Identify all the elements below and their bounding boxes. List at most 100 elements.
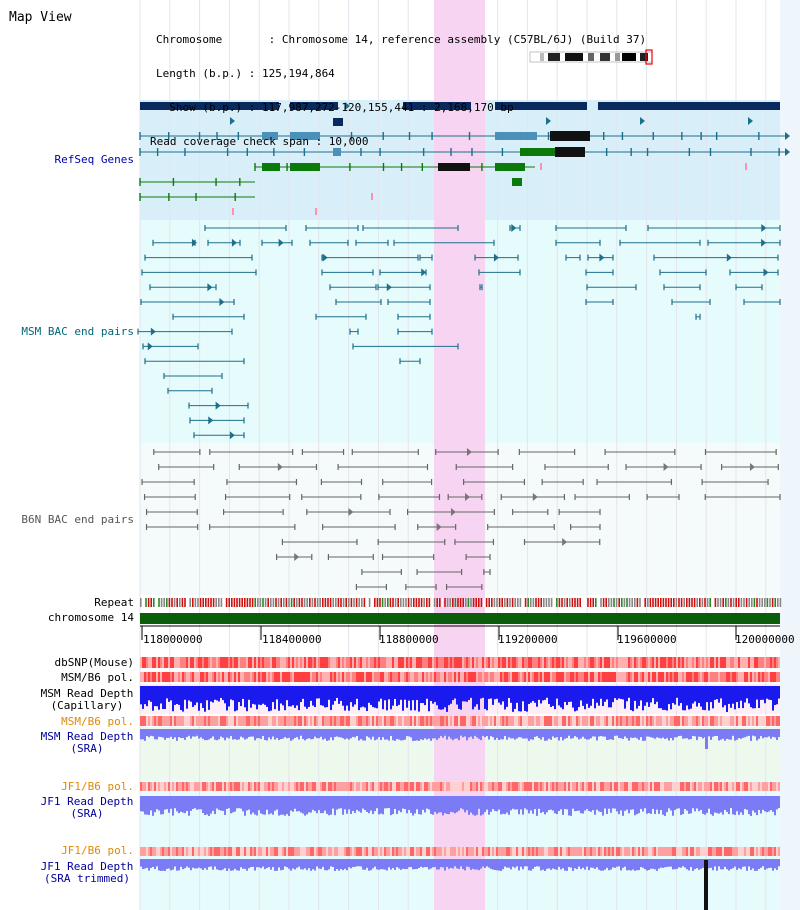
msm-pol2-cell: [144, 716, 146, 726]
msm-capillary-depth: [662, 686, 664, 710]
repeat-mark: [371, 598, 373, 607]
msm-sra-depth: [714, 729, 716, 736]
jf1-pol2-cell: [590, 847, 592, 856]
msm-pol-cell: [604, 672, 606, 682]
jf1-pol-cell: [712, 782, 714, 791]
repeat-mark: [511, 598, 514, 607]
jf1-sra-depth: [510, 796, 512, 811]
msm-capillary-depth: [580, 686, 582, 701]
jf1-pol2-cell: [634, 847, 636, 856]
dbsnp-cell: [394, 657, 396, 668]
dbsnp-cell: [334, 657, 336, 668]
msm-sra-depth: [356, 729, 358, 737]
jf1-pol2-cell: [490, 847, 492, 856]
msm-pol-cell: [268, 672, 270, 682]
msm-capillary-depth: [206, 686, 208, 701]
jf1-sra-depth: [682, 796, 684, 815]
msm-capillary-depth: [754, 686, 756, 709]
jf1-sra-depth: [694, 796, 696, 812]
msm-sra-depth: [522, 729, 524, 739]
refseq-genes-label[interactable]: RefSeq Genes: [54, 153, 134, 166]
dbsnp-cell: [180, 657, 182, 668]
repeat-mark: [621, 598, 623, 607]
b6n-bac-label[interactable]: B6N BAC end pairs: [21, 513, 134, 526]
repeat-mark: [311, 598, 314, 607]
msm-sra-depth: [666, 729, 668, 739]
dbsnp-cell: [428, 657, 430, 668]
repeat-mark: [540, 598, 542, 607]
msm-sra-depth: [350, 729, 352, 739]
jf1-pol-cell: [538, 782, 540, 791]
msm-sra-depth: [362, 729, 364, 741]
jf1-pol-cell: [480, 782, 482, 791]
msm-capillary-depth: [676, 686, 678, 698]
jf1-read-depth-sra-label: JF1 Read Depth (SRA): [20, 796, 154, 820]
jf1-sra-depth: [648, 796, 650, 814]
jf1-sra-depth: [228, 796, 230, 809]
msm-pol2-cell: [664, 716, 666, 726]
bac-arrow: [763, 268, 769, 277]
jf1-trim-depth: [194, 859, 196, 869]
jf1-pol2-cell: [182, 847, 184, 856]
jf1-pol2-cell: [142, 847, 144, 856]
dbsnp-cell: [392, 657, 394, 668]
jf1-pol2-cell: [224, 847, 226, 856]
jf1-pol-cell: [242, 782, 244, 791]
msm-capillary-depth: [314, 686, 316, 708]
msm-pol-cell: [728, 672, 730, 682]
msm-pol-cell: [550, 672, 552, 682]
jf1-trim-depth: [444, 859, 446, 871]
jf1-pol2-cell: [528, 847, 530, 856]
dbsnp-cell: [178, 657, 180, 668]
msm-sra-depth: [568, 729, 570, 736]
msm-capillary-depth: [360, 686, 362, 708]
jf1-pol2-cell: [344, 847, 346, 856]
msm-capillary-depth: [438, 686, 440, 710]
dbsnp-cell: [312, 657, 314, 668]
msm-pol-cell: [748, 672, 750, 682]
jf1-pol-cell: [316, 782, 318, 791]
msm-pol2-cell: [450, 716, 452, 726]
msm-pol-cell: [458, 672, 460, 682]
b6n-arrow: [749, 463, 755, 471]
msm-capillary-depth: [418, 686, 420, 712]
jf1-sra-depth: [420, 796, 422, 815]
msm-capillary-depth: [456, 686, 458, 705]
msm-pol2-cell: [238, 716, 240, 726]
msm-sra-depth: [216, 729, 218, 741]
jf1-pol-cell: [540, 782, 542, 791]
jf1-pol-cell: [570, 782, 572, 791]
msm-sra-depth: [636, 729, 638, 739]
jf1-pol-cell: [214, 782, 216, 791]
dbsnp-cell: [400, 657, 402, 668]
dbsnp-cell: [582, 657, 584, 668]
repeat-mark: [316, 598, 319, 607]
msm-pol2-cell: [494, 716, 496, 726]
jf1-pol2-cell: [206, 847, 208, 856]
msm-capillary-depth: [464, 686, 466, 702]
msm-pol-cell: [592, 672, 594, 682]
jf1-sra-depth: [618, 796, 620, 815]
repeat-mark: [532, 598, 535, 607]
jf1-pol2-cell: [154, 847, 156, 856]
msm-pol2-cell: [618, 716, 620, 726]
msm-bac-label[interactable]: MSM BAC end pairs: [21, 325, 134, 338]
dbsnp-cell: [524, 657, 526, 668]
jf1-trim-depth: [522, 859, 524, 870]
msm-pol-cell: [660, 672, 662, 682]
jf1-sra-depth: [570, 796, 572, 816]
repeat-mark: [410, 598, 412, 607]
jf1-pol2-cell: [148, 847, 150, 856]
repeat-mark: [155, 598, 158, 607]
jf1-pol2-cell: [668, 847, 670, 856]
jf1-pol2-cell: [618, 847, 620, 856]
msm-capillary-depth: [356, 686, 358, 699]
jf1-pol-cell: [350, 782, 352, 791]
msm-capillary-depth: [166, 686, 168, 699]
msm-capillary-depth: [300, 686, 302, 703]
show-line: Show (b.p.) : 117,987,272-120,155,441 : …: [156, 101, 514, 115]
dbsnp-cell: [590, 657, 592, 668]
jf1-pol2-cell: [342, 847, 344, 856]
jf1-pol-cell: [604, 782, 606, 791]
